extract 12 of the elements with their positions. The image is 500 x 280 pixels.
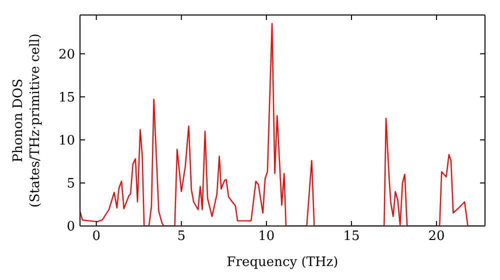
- y-tick-label: 10: [58, 133, 75, 148]
- y-tick-label: 5: [66, 176, 75, 192]
- x-tick-label: 20: [428, 229, 445, 244]
- x-tick-label: 15: [343, 229, 360, 244]
- y-axis-title: Phonon DOS (States/THz·primitive cell): [11, 33, 43, 208]
- y-tick-label: 20: [58, 47, 75, 62]
- x-axis-title: Frequency (THz): [226, 255, 338, 270]
- x-tick-label: 0: [92, 229, 100, 244]
- y-tick-label: 0: [66, 220, 75, 235]
- y-tick-label: 15: [58, 90, 75, 106]
- x-tick-label: 5: [177, 229, 186, 244]
- x-tick-label: 10: [258, 229, 275, 244]
